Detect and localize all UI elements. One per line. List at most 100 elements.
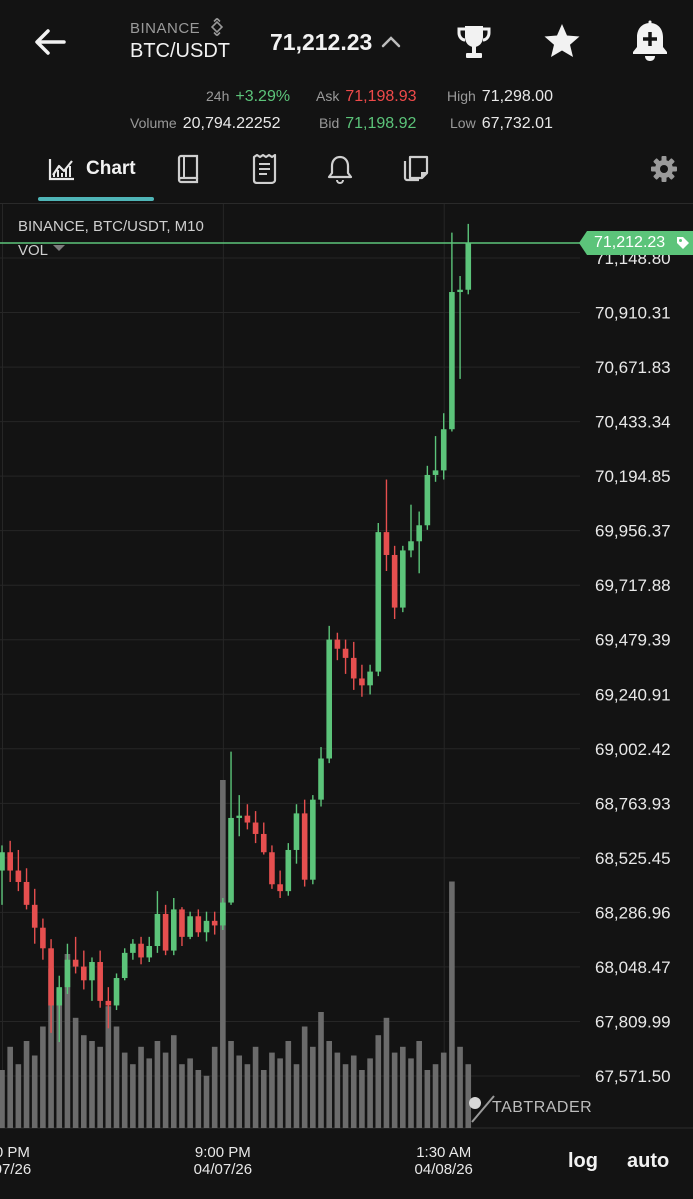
- volume-bar: [334, 1052, 341, 1128]
- tab-chart-label: Chart: [86, 158, 136, 179]
- candle-body: [334, 639, 341, 649]
- volume-bar: [367, 1058, 373, 1128]
- candle-body: [130, 943, 136, 953]
- volume-bar: [56, 988, 63, 1128]
- trading-pair[interactable]: BTC/USDT: [130, 40, 230, 62]
- settings-button[interactable]: [650, 155, 678, 188]
- volume-bar: [449, 881, 455, 1128]
- copy-icon: [403, 155, 429, 182]
- tab-alerts[interactable]: [327, 154, 353, 189]
- favorite-star-icon[interactable]: [543, 22, 581, 60]
- candle-body: [154, 913, 161, 947]
- candle-body: [105, 1000, 112, 1006]
- volume-bar: [440, 1052, 447, 1128]
- tab-chart[interactable]: Chart: [48, 157, 136, 181]
- volume-bar: [138, 1046, 144, 1128]
- candle-body: [162, 913, 169, 951]
- y-axis-tick-label: 69,240.91: [595, 685, 671, 704]
- tab-orders[interactable]: [401, 154, 431, 189]
- volume-bar: [326, 1041, 332, 1128]
- chevron-up-icon[interactable]: [380, 32, 402, 52]
- binance-logo-icon: [210, 17, 223, 37]
- tab-trades[interactable]: [251, 153, 277, 189]
- candle-body: [408, 541, 414, 551]
- volume-bar: [31, 1055, 38, 1128]
- volume-indicator-label[interactable]: VOL: [18, 242, 66, 259]
- trophy-icon[interactable]: [456, 23, 492, 61]
- candle-body: [195, 916, 202, 933]
- volume-bar: [269, 1052, 275, 1128]
- volume-bar: [64, 954, 71, 1128]
- back-arrow-icon[interactable]: [28, 20, 72, 64]
- volume-bar: [7, 1046, 13, 1128]
- candle-body: [170, 909, 177, 951]
- y-axis-tick-label: 68,525.45: [595, 849, 671, 868]
- volume-bar: [252, 1046, 259, 1128]
- candle-body: [277, 884, 283, 892]
- volume-bar: [277, 1058, 283, 1128]
- candle-body: [97, 962, 103, 1001]
- volume-bar: [170, 1035, 177, 1128]
- volume-bar: [48, 968, 54, 1128]
- volume-bar: [72, 1017, 79, 1128]
- volume-bar: [293, 1064, 300, 1128]
- candle-body: [228, 817, 234, 903]
- candle-body: [7, 852, 13, 871]
- candle-body: [15, 870, 22, 882]
- volume-bar: [432, 1064, 439, 1128]
- candle-body: [244, 815, 251, 823]
- chart-symbol-label: BINANCE, BTC/USDT, M10: [18, 218, 204, 235]
- x-axis-time-label: 1:30 AM: [416, 1144, 471, 1161]
- volume-bar: [121, 1052, 128, 1128]
- volume-bar: [350, 1055, 357, 1128]
- bid-price: Bid 71,198.92: [319, 115, 417, 132]
- log-scale-toggle[interactable]: log: [568, 1150, 598, 1172]
- volume-bar: [154, 1041, 161, 1128]
- candle-body: [269, 852, 275, 885]
- volume-bar: [359, 1070, 365, 1128]
- volume-bar: [310, 1046, 316, 1128]
- volume-24h: Volume 20,794.22252: [130, 115, 281, 132]
- volume-bar: [40, 1026, 46, 1128]
- tabtrader-watermark: TABTRADER: [466, 1093, 592, 1123]
- volume-bar: [285, 1041, 292, 1128]
- price-chart[interactable]: 71,148.8070,910.3170,671.8370,433.3470,1…: [0, 204, 693, 1199]
- candle-body: [432, 470, 439, 475]
- volume-bar: [97, 1046, 103, 1128]
- candle-body: [449, 292, 455, 430]
- volume-bar: [244, 1064, 251, 1128]
- y-axis-tick-label: 67,571.50: [595, 1067, 671, 1086]
- y-axis-tick-label: 69,479.39: [595, 631, 671, 650]
- candle-body: [293, 813, 300, 850]
- tab-order-book[interactable]: [175, 154, 201, 189]
- candle-body: [260, 833, 267, 853]
- candle-body: [179, 909, 185, 937]
- auto-scale-toggle[interactable]: auto: [627, 1150, 670, 1172]
- candle-body: [48, 948, 54, 1006]
- high-price: High 71,298.00: [447, 88, 553, 105]
- volume-bar: [203, 1075, 210, 1128]
- x-axis-time-label: 4:30 PM: [0, 1144, 30, 1161]
- volume-bar: [301, 1026, 308, 1128]
- candle-body: [465, 243, 472, 290]
- volume-bar: [260, 1070, 267, 1128]
- volume-bar: [211, 1046, 218, 1128]
- current-price-tag: 71,212.23: [579, 231, 693, 255]
- ask-price: Ask 71,198.93: [316, 88, 417, 105]
- candle-body: [285, 849, 292, 892]
- volume-bar: [236, 1055, 243, 1128]
- volume-bar: [113, 1026, 120, 1128]
- candle-body: [416, 525, 422, 542]
- volume-bar: [228, 1041, 234, 1128]
- volume-bar: [23, 1041, 30, 1128]
- add-alert-bell-icon[interactable]: [630, 20, 670, 62]
- candle-body: [383, 532, 390, 555]
- y-axis-tick-label: 69,002.42: [595, 740, 671, 759]
- candle-body: [457, 289, 463, 293]
- active-tab-indicator: [38, 197, 154, 201]
- y-axis-tick-label: 69,717.88: [595, 576, 671, 595]
- y-axis-tick-label: 69,956.37: [595, 522, 671, 541]
- volume-bar: [0, 1070, 5, 1128]
- y-axis-tick-label: 70,671.83: [595, 358, 671, 377]
- volume-bar: [416, 1041, 422, 1128]
